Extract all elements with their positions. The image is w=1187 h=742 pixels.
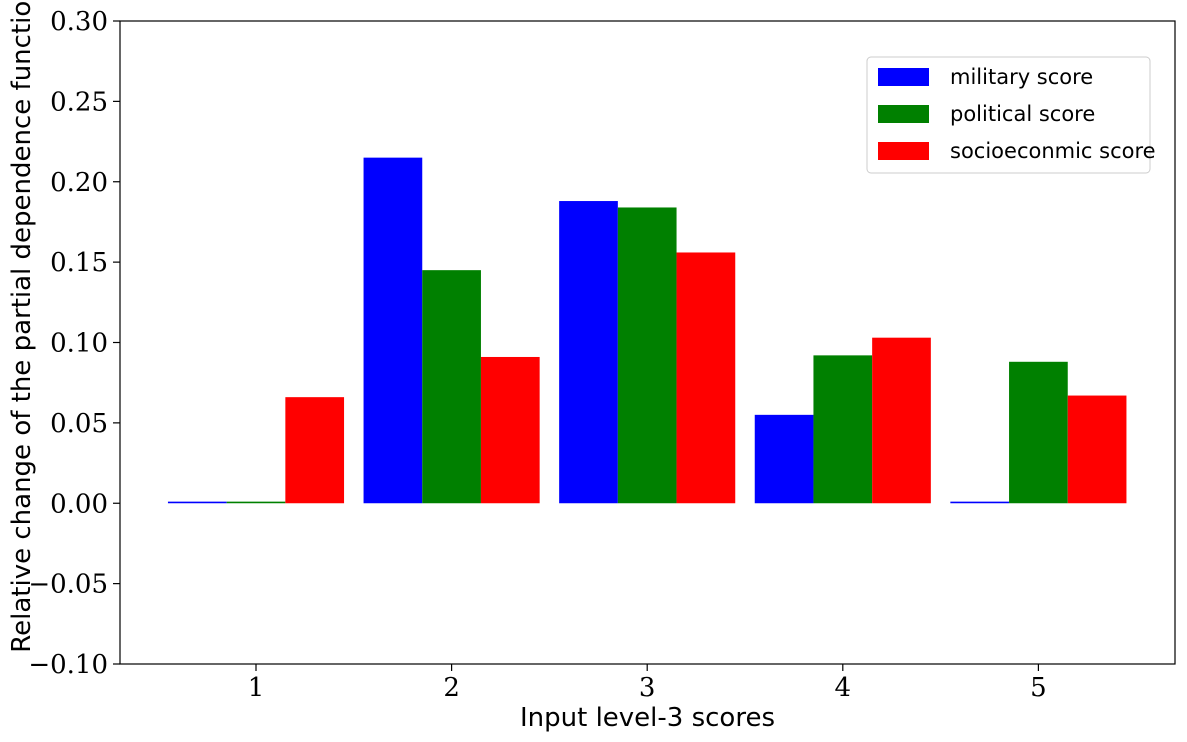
y-axis: −0.10 −0.05 0.00 0.05 0.10 0.15 0.20 0.25 0.30 [28,7,120,680]
y-tick-label: −0.05 [28,570,108,600]
legend-label-socioeconmic-score: socioeconmic score [950,139,1156,163]
legend-box [866,56,1151,174]
bar-socioeconmic-score-1 [285,397,345,504]
legend-label-political-score: political score [950,102,1095,126]
bar-military-score-2 [363,157,423,504]
y-tick-label: 0.00 [50,489,108,519]
bar-socioeconmic-score-5 [1067,395,1127,504]
bar-political-score-5 [1009,361,1068,504]
y-tick-label: −0.10 [28,650,108,680]
legend-swatch-socioeconmic-score [878,142,929,160]
y-tick-label: 0.25 [50,87,108,117]
x-tick-label: 3 [639,673,656,703]
bar-socioeconmic-score-4 [872,337,931,504]
bar-socioeconmic-score-3 [676,252,736,504]
bar-political-score-2 [422,270,481,504]
bars-layer [167,157,1127,504]
legend-label-military-score: military score [950,65,1093,89]
bar-military-score-1 [167,501,227,504]
x-tick-label: 4 [835,673,852,703]
legend-swatch-military-score [878,68,929,86]
x-tick-label: 2 [443,673,460,703]
bar-political-score-4 [813,355,873,504]
legend-swatch-political-score [878,105,929,123]
bar-socioeconmic-score-2 [480,356,540,504]
legend: military score political score socioeconmi… [866,56,1156,174]
y-tick-label: 0.15 [50,248,108,278]
y-axis-title: Relative change of the partial dependenc… [7,0,37,653]
x-axis: 1 2 3 4 5 [248,664,1047,703]
y-tick-label: 0.30 [50,7,108,37]
bar-political-score-1 [226,501,286,504]
bar-military-score-4 [754,414,814,504]
y-tick-label: 0.20 [50,168,108,198]
bar-political-score-3 [617,207,677,504]
bar-military-score-5 [950,501,1010,504]
x-tick-label: 1 [248,673,265,703]
bar-military-score-3 [559,201,618,504]
y-tick-label: 0.10 [50,329,108,359]
x-tick-label: 5 [1030,673,1047,703]
y-tick-label: 0.05 [50,409,108,439]
x-axis-title: Input level-3 scores [520,703,775,733]
